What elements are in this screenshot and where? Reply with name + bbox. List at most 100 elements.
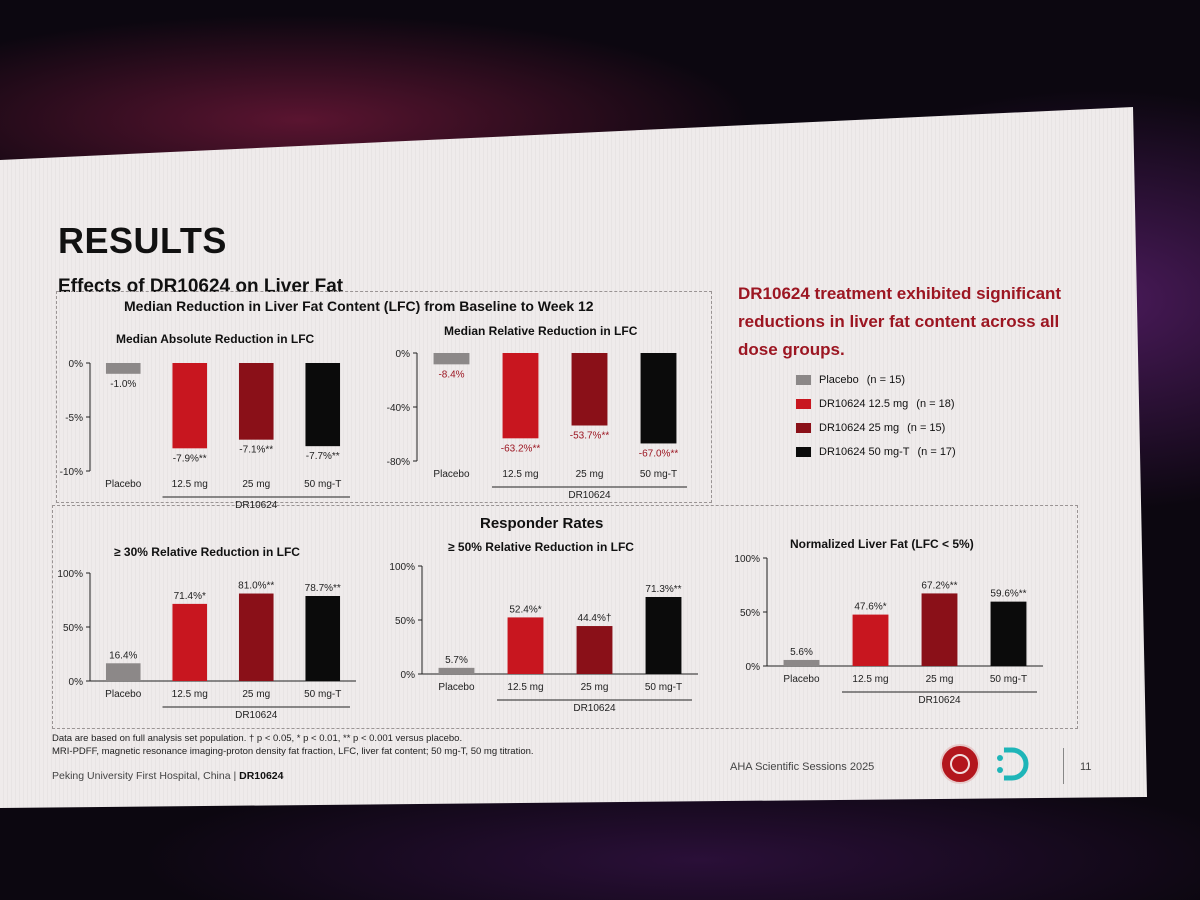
- footnote-line-2: MRI-PDFF, magnetic resonance imaging-pro…: [52, 746, 534, 757]
- data-label: -63.2%**: [501, 443, 541, 454]
- bottom-section-title: Responder Rates: [480, 515, 604, 532]
- y-tick-label: 50%: [740, 608, 760, 619]
- bar-25-mg: [921, 593, 958, 666]
- group-label: DR10624: [573, 703, 616, 714]
- data-label: 71.3%**: [645, 584, 681, 595]
- chart-1-title: Median Absolute Reduction in LFC: [116, 332, 315, 346]
- category-label: 12.5 mg: [507, 682, 543, 693]
- legend-item-50mg-t: DR10624 50 mg-T (n = 17): [796, 440, 956, 464]
- category-label: 50 mg-T: [640, 469, 677, 480]
- footer-institution-text: Peking University First Hospital, China …: [52, 770, 240, 782]
- chart-responder-50: 100% 50% 0% 5.7% Placebo 52.4%* 12.5 mg 44.4%† 2…: [389, 562, 698, 714]
- category-label: 25 mg: [242, 479, 270, 490]
- legend-item-placebo: Placebo (n = 15): [796, 368, 956, 392]
- y-tick-label: 100%: [57, 569, 83, 580]
- legend-item-12-5mg: DR10624 12.5 mg (n = 18): [796, 392, 956, 416]
- legend-label: DR10624 50 mg-T: [819, 446, 910, 458]
- y-tick-label: 0%: [69, 359, 84, 370]
- bar-25-mg: [571, 353, 608, 426]
- data-label: 81.0%**: [238, 581, 274, 592]
- bar-12-5-mg: [502, 353, 539, 439]
- data-label: 47.6%*: [854, 602, 886, 613]
- category-label: 12.5 mg: [172, 479, 208, 490]
- y-tick-label: 50%: [63, 623, 83, 634]
- legend-label: DR10624 25 mg: [819, 422, 900, 434]
- top-section-box: [56, 291, 712, 503]
- data-label: -8.4%: [438, 369, 464, 380]
- bottom-section-box: [52, 505, 1078, 729]
- category-label: 25 mg: [242, 689, 270, 700]
- data-label: 44.4%†: [578, 613, 612, 624]
- category-label: 25 mg: [576, 469, 604, 480]
- footer-drug-name: DR10624: [239, 770, 284, 782]
- category-label: Placebo: [438, 682, 475, 693]
- hospital-seal-logo: [940, 744, 980, 784]
- bar-12-5-mg: [172, 603, 208, 681]
- bar-12-5-mg: [852, 614, 889, 666]
- bar-placebo: [105, 663, 141, 681]
- y-tick-label: 100%: [734, 554, 760, 565]
- chart-2-title: Median Relative Reduction in LFC: [444, 324, 638, 338]
- data-label: 67.2%**: [921, 580, 957, 591]
- group-label: DR10624: [918, 695, 961, 706]
- legend-swatch: [796, 375, 811, 385]
- bar-50-mg-t: [305, 363, 341, 447]
- data-label: -1.0%: [110, 379, 136, 390]
- y-tick-label: -40%: [387, 403, 410, 414]
- legend-n: (n = 15): [907, 422, 946, 434]
- bar-12-5-mg: [172, 363, 208, 449]
- page-number: 11: [1080, 761, 1092, 773]
- legend-item-25mg: DR10624 25 mg (n = 15): [796, 416, 956, 440]
- data-label: 78.7%**: [305, 583, 341, 594]
- y-tick-label: 0%: [396, 349, 411, 360]
- footer-institution: Peking University First Hospital, China …: [52, 770, 284, 782]
- category-label: 12.5 mg: [502, 469, 538, 480]
- category-label: Placebo: [433, 469, 470, 480]
- data-label: -53.7%**: [570, 430, 610, 441]
- chart-responder-30: 100% 50% 0% 16.4% Placebo 71.4%* 12.5 mg 81.0%*…: [57, 569, 356, 721]
- category-label: Placebo: [783, 674, 820, 685]
- bar-50-mg-t: [640, 353, 677, 444]
- y-tick-label: -80%: [387, 457, 410, 468]
- bar-25-mg: [238, 363, 274, 440]
- category-label: 12.5 mg: [852, 674, 888, 685]
- data-label: 71.4%*: [174, 591, 206, 602]
- bar-50-mg-t: [645, 596, 682, 674]
- category-label: 25 mg: [581, 682, 609, 693]
- legend-n: (n = 15): [866, 374, 905, 386]
- bar-placebo: [433, 353, 470, 365]
- bar-50-mg-t: [305, 596, 341, 681]
- group-label: DR10624: [235, 500, 278, 511]
- legend-n: (n = 17): [917, 446, 956, 458]
- bar-50-mg-t: [990, 601, 1027, 666]
- y-tick-label: 100%: [389, 562, 415, 573]
- top-section-title: Median Reduction in Liver Fat Content (L…: [124, 298, 594, 314]
- category-label: 50 mg-T: [990, 674, 1027, 685]
- footer-divider: [1063, 748, 1064, 784]
- footer-conference: AHA Scientific Sessions 2025: [730, 761, 875, 773]
- category-label: 50 mg-T: [645, 682, 682, 693]
- category-label: Placebo: [105, 689, 142, 700]
- data-label: -7.7%**: [306, 451, 340, 462]
- y-tick-label: 0%: [746, 662, 761, 673]
- hospital-seal-inner: [950, 754, 970, 774]
- bar-25-mg: [576, 626, 613, 674]
- legend-swatch: [796, 399, 811, 409]
- chart-median-relative-reduction: 0% -40% -80% -8.4% Placebo -63.2%** 12.5 mg -53…: [387, 349, 687, 501]
- data-label: 5.6%: [790, 647, 813, 658]
- category-label: 25 mg: [926, 674, 954, 685]
- chart-3-title: ≥ 30% Relative Reduction in LFC: [114, 545, 300, 559]
- footnote-line-1: Data are based on full analysis set popu…: [52, 733, 463, 744]
- chart-median-absolute-reduction: 0% -5% -10% -1.0% Placebo -7.9%** 12.5 mg -7.1%…: [60, 359, 350, 511]
- category-label: 12.5 mg: [172, 689, 208, 700]
- y-tick-label: -10%: [60, 467, 83, 478]
- legend-label: Placebo: [819, 374, 859, 386]
- y-tick-label: 0%: [69, 677, 84, 688]
- legend-swatch: [796, 423, 811, 433]
- y-tick-label: -5%: [65, 413, 83, 424]
- bar-placebo: [783, 659, 820, 666]
- chart-5-title: Normalized Liver Fat (LFC < 5%): [790, 537, 974, 551]
- legend-swatch: [796, 447, 811, 457]
- data-label: 5.7%: [445, 655, 468, 666]
